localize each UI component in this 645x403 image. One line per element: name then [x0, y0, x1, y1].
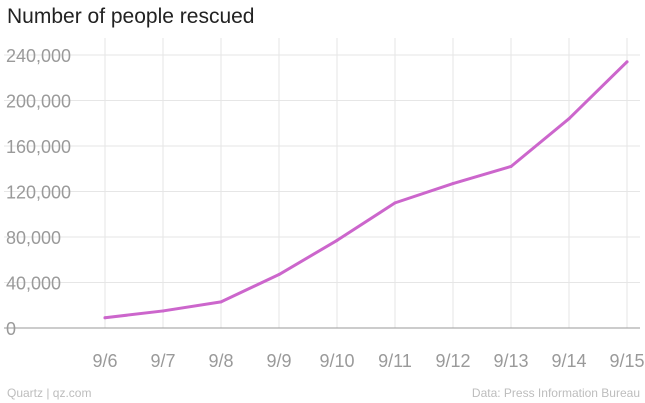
data-point — [451, 182, 455, 186]
data-source: Data: Press Information Bureau — [471, 386, 640, 400]
data-point — [509, 164, 513, 168]
x-tick-label: 9/14 — [551, 351, 586, 371]
y-tick-label: 160,000 — [6, 137, 71, 157]
y-tick-label: 40,000 — [6, 274, 61, 294]
x-tick-label: 9/11 — [378, 351, 412, 371]
x-tick-label: 9/9 — [266, 351, 291, 371]
data-point — [277, 273, 281, 277]
x-tick-label: 9/10 — [319, 351, 354, 371]
data-point — [103, 316, 107, 320]
x-tick-label: 9/7 — [150, 351, 175, 371]
y-tick-label: 0 — [6, 319, 16, 339]
chart-title: Number of people rescued — [7, 5, 255, 28]
x-tick-label: 9/6 — [92, 351, 117, 371]
data-point — [335, 238, 339, 242]
x-tick-label: 9/13 — [493, 351, 528, 371]
data-point — [625, 60, 629, 64]
x-tick-label: 9/15 — [609, 351, 644, 371]
series-line — [103, 60, 629, 320]
data-point — [219, 300, 223, 304]
y-tick-label: 200,000 — [6, 92, 71, 112]
y-tick-label: 80,000 — [6, 228, 61, 248]
data-point — [567, 117, 571, 121]
source-credit: Quartz | qz.com — [7, 386, 92, 400]
y-tick-label: 120,000 — [6, 183, 71, 203]
data-point — [161, 309, 165, 313]
x-tick-label: 9/8 — [208, 351, 233, 371]
data-point — [393, 201, 397, 205]
y-tick-label: 240,000 — [6, 46, 71, 66]
x-tick-label: 9/12 — [435, 351, 470, 371]
